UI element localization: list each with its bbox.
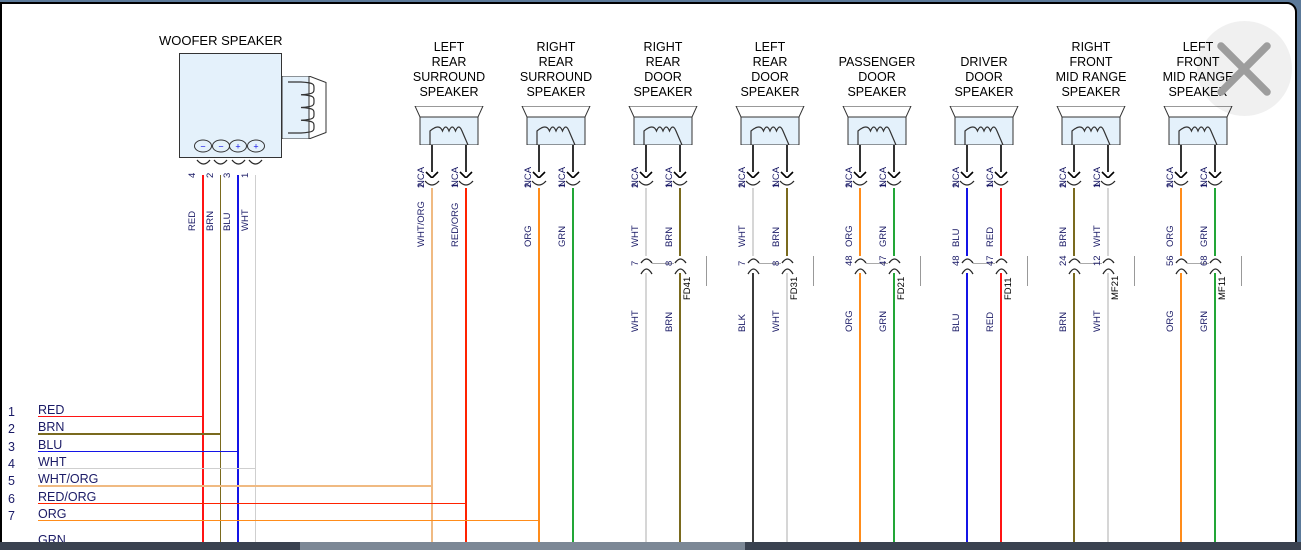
svg-text:−: − <box>200 142 205 152</box>
svg-text:−: − <box>218 142 223 152</box>
svg-text:+: + <box>235 142 240 152</box>
svg-text:+: + <box>253 142 258 152</box>
